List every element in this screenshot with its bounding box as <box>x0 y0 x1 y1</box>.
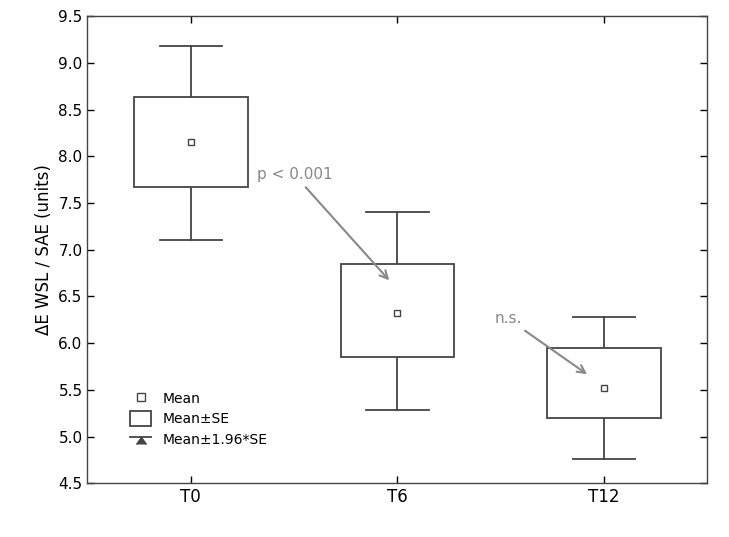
Text: p < 0.001: p < 0.001 <box>257 168 388 279</box>
Legend: Mean, Mean±SE, Mean±1.96*SE: Mean, Mean±SE, Mean±1.96*SE <box>120 380 278 458</box>
Text: n.s.: n.s. <box>494 311 585 373</box>
Bar <box>547 348 660 418</box>
Bar <box>134 97 248 187</box>
Y-axis label: ΔE WSL / SAE (units): ΔE WSL / SAE (units) <box>35 164 52 335</box>
Bar <box>340 264 454 357</box>
